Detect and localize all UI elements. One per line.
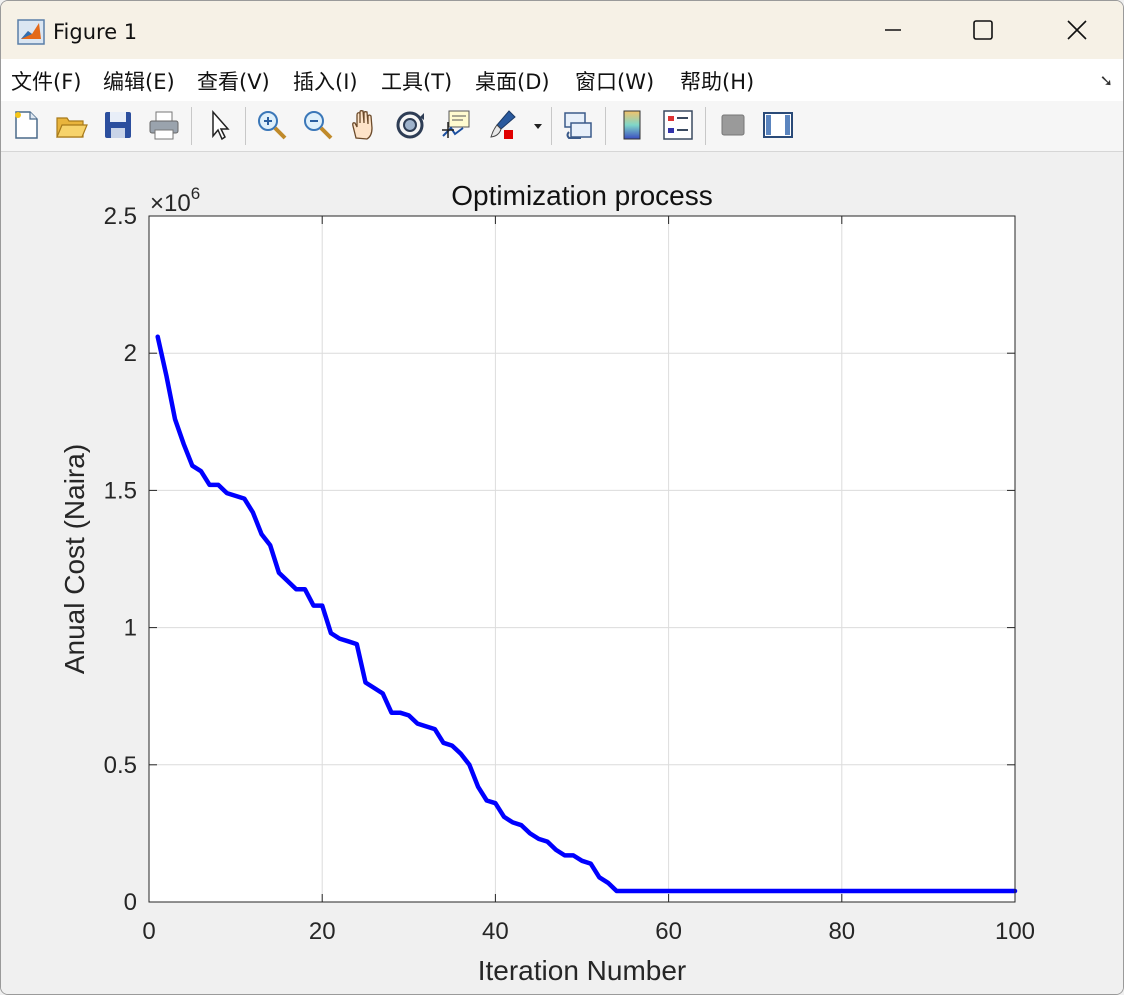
new-figure-icon[interactable]: [9, 108, 43, 142]
hide-plot-tools-icon[interactable]: [716, 108, 750, 142]
minimize-button[interactable]: [847, 1, 939, 59]
x-tick-label: 0: [142, 918, 155, 945]
y-tick-label: 0.5: [104, 752, 137, 779]
rotate-3d-icon[interactable]: [393, 108, 427, 142]
print-icon[interactable]: [147, 108, 181, 142]
plot-canvas: 0 20 40 60 80 100 0 0.5 1 1.5 2 2.5 Optimization p…: [59, 180, 1035, 986]
toolbar-separator: [245, 107, 246, 145]
x-tick-label: 40: [482, 918, 509, 945]
menu-insert[interactable]: 插入(I): [293, 70, 358, 94]
toolbar-separator: [605, 107, 606, 145]
x-axis-label: Iteration Number: [478, 955, 687, 986]
y-axis-label: Anual Cost (Naira): [59, 444, 90, 674]
menu-window[interactable]: 窗口(W): [575, 70, 655, 94]
y-tick-label: 1: [124, 615, 137, 642]
x-tick-label: 20: [309, 918, 336, 945]
zoom-in-icon[interactable]: [255, 108, 289, 142]
menu-tools[interactable]: 工具(T): [381, 70, 453, 94]
chevron-down-icon[interactable]: [532, 121, 544, 131]
figure-area: 0 20 40 60 80 100 0 0.5 1 1.5 2 2.5 Optimization p…: [1, 153, 1123, 994]
close-icon: [1067, 20, 1087, 40]
pan-hand-icon[interactable]: [347, 108, 381, 142]
window-title: Figure 1: [53, 20, 138, 44]
legend-icon[interactable]: [661, 108, 695, 142]
save-icon[interactable]: [101, 108, 135, 142]
series-line[interactable]: [155, 334, 1018, 894]
y-exponent-label: ×106: [150, 184, 200, 217]
menu-desktop[interactable]: 桌面(D): [475, 70, 550, 94]
axes-box: [148, 215, 1016, 903]
tick-marks: [148, 215, 1016, 903]
y-tick-labels: 0 0.5 1 1.5 2 2.5: [104, 203, 137, 916]
show-plot-tools-icon[interactable]: [761, 108, 795, 142]
colorbar-icon[interactable]: [615, 108, 649, 142]
y-tick-label: 1.5: [104, 477, 137, 504]
data-cursor-icon[interactable]: [439, 108, 473, 142]
link-plot-icon[interactable]: [561, 108, 595, 142]
axes-background[interactable]: [149, 216, 1015, 902]
toolbar-separator: [705, 107, 706, 145]
x-tick-label: 80: [828, 918, 855, 945]
menu-edit[interactable]: 编辑(E): [103, 70, 175, 94]
x-tick-label: 100: [995, 918, 1035, 945]
menu-file[interactable]: 文件(F): [11, 70, 82, 94]
menu-view[interactable]: 查看(V): [197, 70, 270, 94]
menu-bar: 文件(F) 编辑(E) 查看(V) 插入(I) 工具(T) 桌面(D) 窗口(W…: [1, 59, 1123, 101]
y-tick-label: 2: [124, 340, 137, 367]
zoom-out-icon[interactable]: [301, 108, 335, 142]
toolbar: [1, 101, 1123, 152]
y-tick-label: 0: [124, 889, 137, 916]
brush-icon[interactable]: [485, 108, 519, 142]
menu-help[interactable]: 帮助(H): [680, 70, 755, 94]
toolbar-separator: [551, 107, 552, 145]
x-tick-labels: 0 20 40 60 80 100: [142, 918, 1035, 945]
dock-arrow-icon[interactable]: ➘: [1099, 73, 1113, 90]
edit-plot-cursor-icon[interactable]: [203, 108, 237, 142]
x-tick-label: 60: [655, 918, 682, 945]
toolbar-separator: [191, 107, 192, 145]
chart-title: Optimization process: [451, 180, 712, 211]
minimize-icon: [885, 29, 901, 31]
maximize-button[interactable]: [937, 1, 1029, 59]
maximize-icon: [973, 20, 993, 40]
series-group: [155, 334, 1018, 894]
open-file-icon[interactable]: [54, 108, 88, 142]
close-button[interactable]: [1031, 1, 1123, 59]
y-tick-label: 2.5: [104, 203, 137, 230]
title-bar: Figure 1: [1, 1, 1123, 59]
matlab-app-icon: [17, 19, 45, 45]
